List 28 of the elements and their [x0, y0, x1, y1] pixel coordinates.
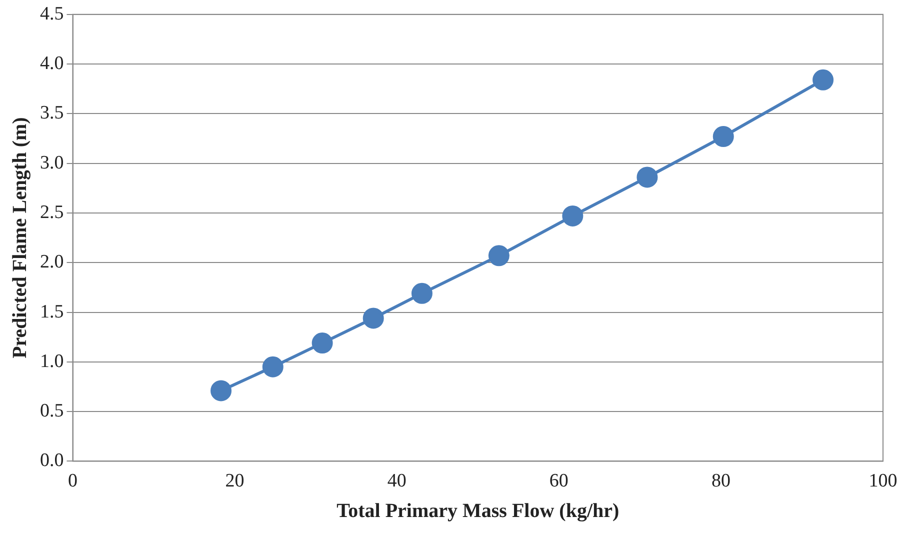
x-tick-label: 0	[68, 470, 78, 492]
y-tick-label: 1.5	[40, 301, 64, 322]
x-tick-label: 100	[868, 470, 898, 492]
point	[362, 308, 384, 329]
point	[712, 126, 734, 148]
point	[636, 166, 658, 188]
x-tick-label: 40	[387, 470, 406, 492]
point	[210, 380, 232, 402]
x-tick-label: 80	[711, 470, 730, 492]
point	[812, 69, 834, 90]
y-tick-label: 3.0	[40, 152, 64, 174]
y-tick-label: 0.5	[40, 400, 64, 422]
y-axis-title: Predicted Flame Length (m)	[9, 117, 32, 358]
y-tick-label: 0.0	[40, 450, 64, 472]
point	[312, 332, 333, 354]
y-tick-label: 4.5	[40, 3, 64, 24]
point	[562, 205, 584, 226]
y-tick-label: 4.0	[40, 53, 64, 74]
y-tick-label: 1.0	[40, 350, 64, 372]
x-tick-label: 60	[549, 470, 568, 492]
point	[411, 282, 432, 304]
x-axis-title: Total Primary Mass Flow (kg/hr)	[336, 500, 620, 522]
y-tick-label: 2.0	[40, 252, 64, 273]
y-tick-label: 2.5	[40, 202, 64, 223]
y-tick-label: 3.5	[40, 102, 64, 124]
x-tick-label: 20	[225, 470, 244, 492]
point	[488, 245, 510, 266]
point	[262, 356, 284, 378]
